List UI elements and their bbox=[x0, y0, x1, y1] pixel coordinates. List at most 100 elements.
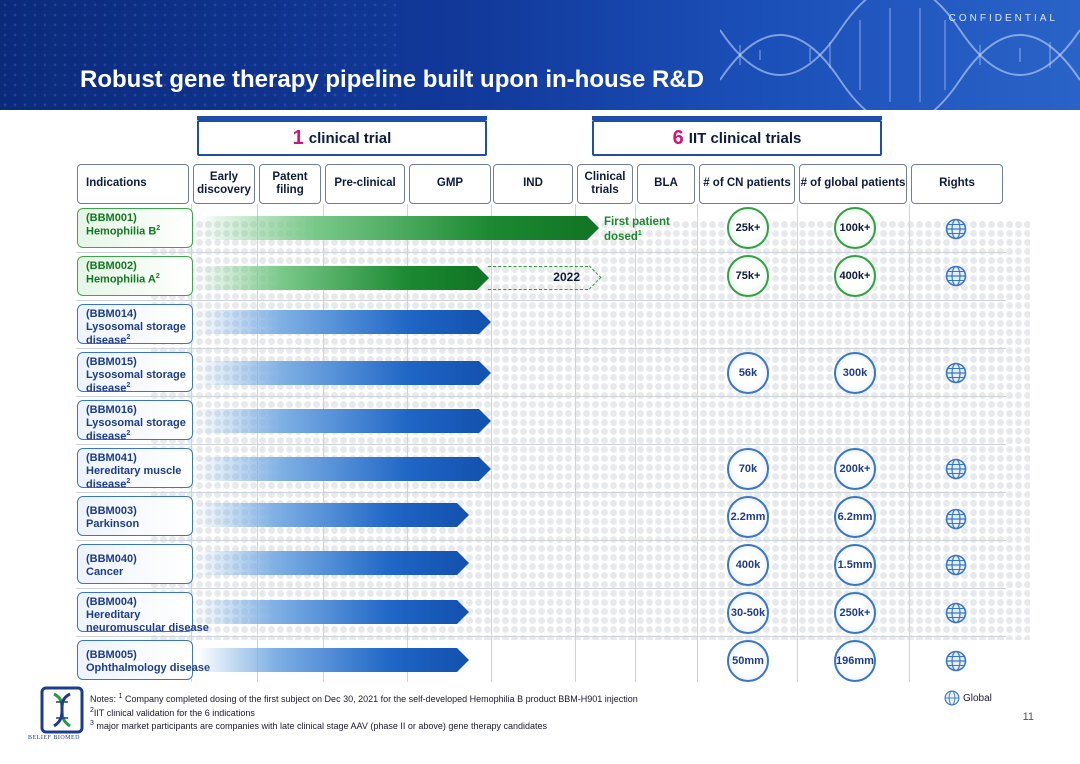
globe-icon bbox=[945, 265, 967, 287]
clinical-trial-label: clinical trial bbox=[308, 129, 392, 147]
global-patients-bbm040: 1.5mm bbox=[834, 544, 876, 586]
indication-code: (BBM016) bbox=[86, 404, 137, 416]
progress-arrow-bbm003 bbox=[197, 503, 469, 527]
legend-label: Global bbox=[963, 692, 992, 704]
confidential-label: CONFIDENTIAL bbox=[948, 13, 1058, 24]
indication-code: (BBM004) bbox=[86, 596, 137, 608]
col-clinical-trials: Clinical trials bbox=[577, 164, 633, 204]
grid-line bbox=[76, 396, 1006, 397]
global-patients-bbm002: 400k+ bbox=[834, 255, 876, 297]
indication-code: (BBM002) bbox=[86, 260, 137, 272]
grid-line bbox=[76, 588, 1006, 589]
grid-line bbox=[76, 636, 1006, 637]
progress-arrow-bbm001 bbox=[197, 216, 599, 240]
col-rights: Rights bbox=[911, 164, 1003, 204]
progress-arrow-bbm040 bbox=[197, 551, 469, 575]
page-number: 11 bbox=[1022, 711, 1034, 723]
indication-code: (BBM014) bbox=[86, 308, 137, 320]
logo-wordmark: BELIEF BIOMED bbox=[28, 735, 80, 741]
cn-patients-bbm004: 30-50k bbox=[727, 592, 769, 634]
progress-arrow-bbm002 bbox=[197, 266, 489, 290]
indication-bbm015: (BBM015) Lysosomal storage disease2 bbox=[77, 352, 193, 395]
indication-name-cont: neuromuscular disease bbox=[86, 622, 209, 635]
iit-trial-label: IIT clinical trials bbox=[688, 129, 802, 147]
indication-name-cont: disease2 bbox=[86, 478, 131, 492]
grid-line bbox=[76, 540, 1006, 541]
indication-code: (BBM001) bbox=[86, 212, 137, 224]
global-patients-bbm005: 196mm bbox=[834, 640, 876, 682]
progress-arrow-bbm015 bbox=[197, 361, 491, 385]
grid-line bbox=[76, 348, 1006, 349]
col-pre-clinical: Pre-clinical bbox=[325, 164, 405, 204]
global-patients-bbm015: 300k bbox=[834, 352, 876, 394]
cn-patients-bbm003: 2.2mm bbox=[727, 496, 769, 538]
cn-patients-bbm005: 50mm bbox=[727, 640, 769, 682]
indication-name: Lysosomal storage bbox=[86, 321, 186, 334]
indication-name: Hemophilia B2 bbox=[86, 225, 161, 238]
indication-name: Cancer bbox=[86, 566, 124, 579]
grid-line bbox=[697, 204, 698, 682]
grid-line bbox=[797, 204, 798, 682]
iit-clinical-trials-bracket: 6 IIT clinical trials bbox=[592, 116, 882, 156]
footnotes: Notes: 1 Company completed dosing of the… bbox=[90, 693, 638, 732]
indication-name-cont: disease2 bbox=[86, 430, 131, 444]
iit-trial-count: 6 bbox=[672, 126, 684, 149]
grid-line bbox=[575, 204, 576, 682]
col-cn-patients: # of CN patients bbox=[699, 164, 795, 204]
company-logo bbox=[40, 686, 84, 734]
indication-name: Hereditary muscle bbox=[86, 465, 182, 478]
col-indications: Indications bbox=[77, 164, 189, 204]
grid-line bbox=[407, 204, 408, 682]
progress-arrow-bbm016 bbox=[197, 409, 491, 433]
indication-name: Ophthalmology disease bbox=[86, 662, 211, 675]
grid-line bbox=[76, 252, 1006, 253]
grid-line bbox=[323, 204, 324, 682]
cn-patients-bbm040: 400k bbox=[727, 544, 769, 586]
dna-helix-icon bbox=[720, 0, 1080, 110]
indication-name-cont: disease2 bbox=[86, 382, 131, 396]
col-ind: IND bbox=[493, 164, 573, 204]
progress-arrow-bbm005 bbox=[197, 648, 469, 672]
indication-name-cont: disease2 bbox=[86, 334, 131, 348]
indication-bbm016: (BBM016) Lysosomal storage disease2 bbox=[77, 400, 193, 443]
indication-code: (BBM015) bbox=[86, 356, 137, 368]
globe-icon bbox=[945, 650, 967, 672]
indication-bbm003: (BBM003) Parkinson bbox=[77, 496, 193, 536]
global-patients-bbm001: 100k+ bbox=[834, 207, 876, 249]
col-early-discovery: Early discovery bbox=[193, 164, 255, 204]
globe-icon bbox=[945, 362, 967, 384]
indication-code: (BBM041) bbox=[86, 452, 137, 464]
legend-global: Global bbox=[944, 690, 992, 706]
indication-bbm004: (BBM004) Hereditary neuromuscular diseas… bbox=[77, 592, 209, 635]
col-global-patients: # of global patients bbox=[799, 164, 907, 204]
indication-name: Parkinson bbox=[86, 518, 140, 531]
col-bla: BLA bbox=[637, 164, 695, 204]
header-banner: CONFIDENTIAL Robust gene therapy pipelin… bbox=[0, 0, 1080, 110]
cn-patients-bbm041: 70k bbox=[727, 448, 769, 490]
globe-icon bbox=[945, 554, 967, 576]
cn-patients-bbm002: 75k+ bbox=[727, 255, 769, 297]
grid-line bbox=[76, 300, 1006, 301]
grid-line bbox=[909, 204, 910, 682]
cn-patients-bbm015: 56k bbox=[727, 352, 769, 394]
banner-dot-pattern bbox=[0, 0, 400, 110]
col-gmp: GMP bbox=[409, 164, 491, 204]
grid-line bbox=[76, 444, 1006, 445]
col-patent-filing: Patent filing bbox=[259, 164, 321, 204]
indication-bbm014: (BBM014) Lysosomal storage disease2 bbox=[77, 304, 193, 347]
planned-2022-arrow: 2022 bbox=[488, 266, 588, 290]
indication-name: Hemophilia A2 bbox=[86, 273, 160, 286]
indication-code: (BBM005) bbox=[86, 649, 137, 661]
global-patients-bbm004: 250k+ bbox=[834, 592, 876, 634]
indication-name: Lysosomal storage bbox=[86, 369, 186, 382]
grid-line bbox=[491, 204, 492, 682]
global-patients-bbm041: 200k+ bbox=[834, 448, 876, 490]
global-patients-bbm003: 6.2mm bbox=[834, 496, 876, 538]
globe-icon bbox=[945, 508, 967, 530]
grid-line bbox=[257, 204, 258, 682]
globe-icon bbox=[944, 690, 960, 706]
indication-bbm005: (BBM005) Ophthalmology disease bbox=[77, 640, 211, 680]
clinical-trial-count: 1 bbox=[292, 126, 304, 149]
indication-code: (BBM003) bbox=[86, 505, 137, 517]
page-title: Robust gene therapy pipeline built upon … bbox=[80, 66, 704, 93]
